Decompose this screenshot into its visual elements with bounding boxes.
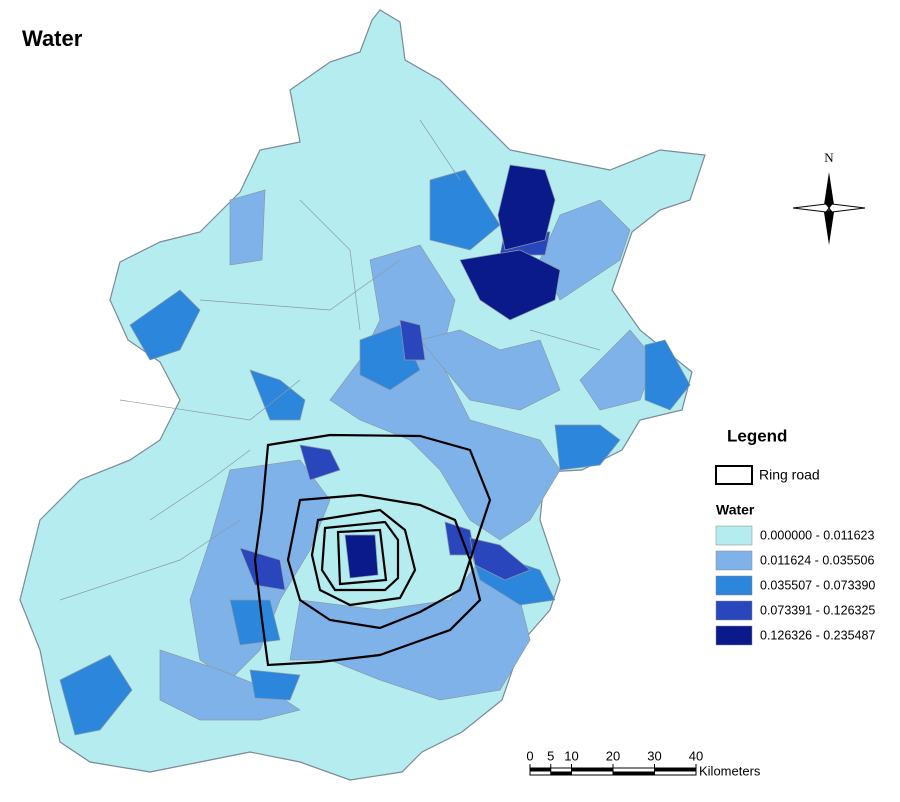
region	[429, 169, 501, 251]
scale-tick-label: 40	[689, 748, 703, 763]
district-line	[529, 329, 601, 351]
north-arrow: N	[792, 150, 866, 245]
ring-roads	[253, 433, 492, 667]
region	[399, 319, 426, 361]
legend-subtitle: Water	[716, 502, 755, 518]
region	[249, 669, 301, 701]
region	[554, 424, 621, 471]
ring-road-5	[286, 493, 472, 630]
ring-road-4	[310, 508, 417, 607]
map-title: Water	[22, 26, 83, 51]
district-line	[299, 199, 361, 331]
legend-label: 0.126326 - 0.235487	[760, 628, 875, 642]
ring-road-swatch	[715, 465, 753, 485]
region	[249, 369, 306, 421]
scale-segment	[613, 771, 655, 775]
legend-label: 0.035507 - 0.073390	[760, 578, 875, 592]
scale-tick-label: 5	[547, 748, 554, 763]
region	[229, 599, 281, 646]
region	[59, 654, 133, 736]
ring-road-6	[253, 433, 492, 667]
district-line	[199, 259, 401, 311]
scale-tick-label: 0	[526, 748, 533, 763]
legend-label: 0.000000 - 0.011623	[760, 528, 875, 542]
ring-road-2	[336, 528, 388, 586]
region	[159, 649, 301, 721]
region	[459, 249, 561, 321]
region	[419, 329, 561, 411]
scale-segment	[571, 768, 613, 772]
legend-label: 0.011624 - 0.035506	[760, 553, 875, 567]
scale-segment	[654, 768, 696, 772]
region	[299, 444, 341, 481]
north-label: N	[824, 150, 834, 165]
legend-swatch	[715, 625, 753, 646]
region	[129, 289, 201, 361]
scale-segment	[530, 768, 551, 772]
legend-swatch	[715, 525, 753, 546]
scale-tick-label: 20	[606, 748, 620, 763]
legend-label: 0.073391 - 0.126325	[760, 603, 875, 617]
district-line	[149, 449, 251, 521]
ring-road-3	[320, 520, 400, 592]
legend-swatch	[715, 600, 753, 621]
legend-swatch	[715, 575, 753, 596]
scale-segment	[550, 771, 572, 775]
legend-title: Legend	[727, 426, 787, 445]
region	[644, 339, 691, 411]
ring-road-label: Ring road	[759, 467, 820, 483]
arrow-e	[828, 203, 866, 213]
district-line	[419, 119, 461, 181]
arrow-s	[824, 210, 834, 245]
region	[239, 547, 286, 591]
scale-tick-label: 10	[564, 748, 578, 763]
scale-unit: Kilometers	[699, 763, 761, 778]
region	[497, 164, 556, 251]
scale-tick-label: 30	[647, 748, 661, 763]
region	[344, 534, 379, 579]
district-line	[59, 519, 241, 601]
region	[469, 537, 531, 581]
legend: Legend Ring road Water 0.000000 - 0.0116…	[715, 426, 875, 646]
arrow-n	[824, 172, 834, 210]
district-line	[119, 379, 301, 421]
legend-swatch	[715, 550, 753, 571]
regions	[19, 9, 706, 781]
region	[229, 189, 266, 266]
